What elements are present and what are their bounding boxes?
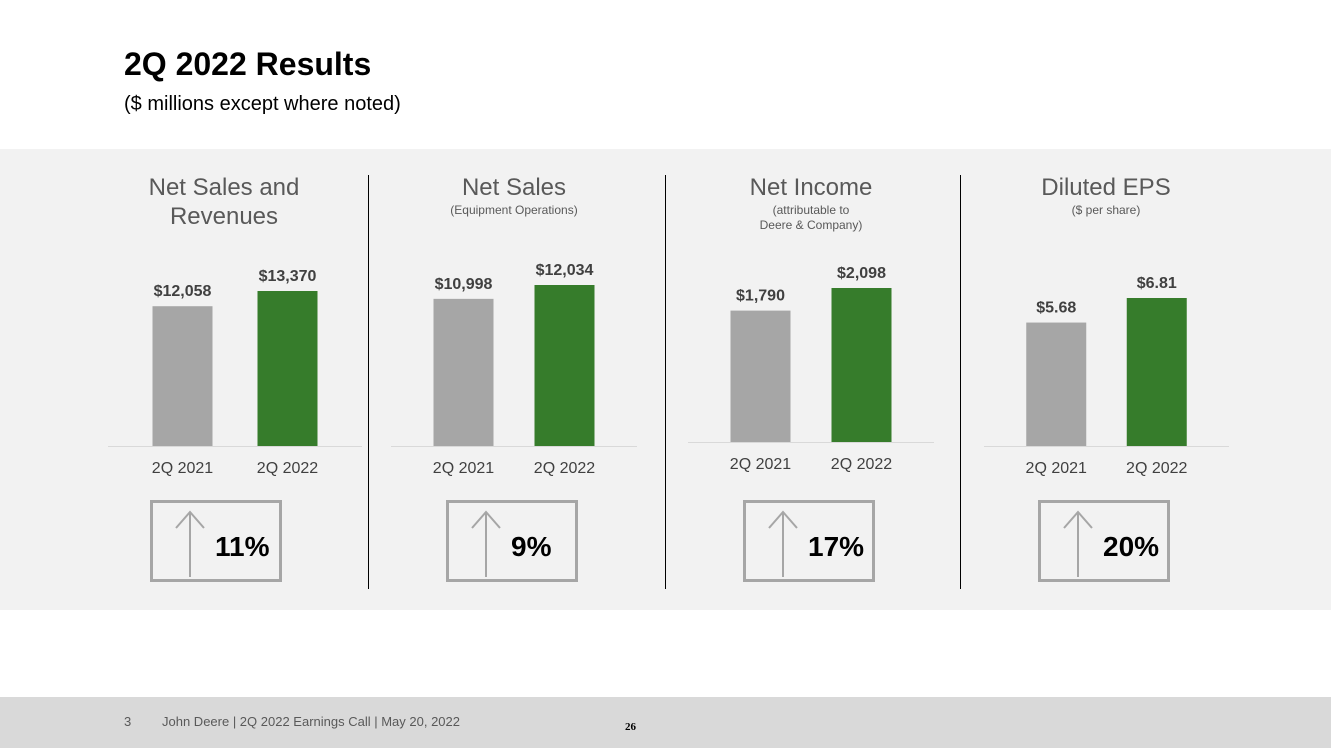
data-label: $2,098	[837, 265, 886, 282]
data-label: $10,998	[435, 276, 493, 293]
panel-divider	[960, 175, 961, 589]
panel-net-sales-equipment: Net Sales (Equipment Operations) $10,998…	[364, 149, 664, 610]
panel-subtitle: ($ per share)	[956, 203, 1256, 218]
bar-1	[534, 285, 595, 446]
panel-title-line: Diluted EPS	[1041, 174, 1171, 201]
bar-0	[433, 298, 494, 446]
data-label: $12,058	[154, 283, 212, 300]
panel-divider	[368, 175, 369, 589]
panel-subtitle: (attributable to Deere & Company)	[661, 203, 961, 233]
panel-title-line: Revenues	[169, 203, 279, 230]
category-label: 2Q 2021	[433, 460, 494, 477]
category-label: 2Q 2021	[1026, 460, 1087, 477]
panel-title-line: Net Income	[749, 174, 873, 201]
data-label: $13,370	[259, 268, 317, 285]
panel-subtitle-line: Deere & Company)	[759, 218, 863, 232]
panel-title-line: Net Sales	[461, 174, 567, 201]
data-label: $1,790	[736, 288, 785, 305]
panel-subtitle-line: (Equipment Operations)	[450, 203, 578, 217]
bar-chart: $5.68 2Q 2021 $6.81 2Q 2022	[984, 275, 1229, 477]
change-percent: 20%	[1103, 531, 1160, 562]
data-label: $6.81	[1137, 275, 1177, 292]
category-label: 2Q 2021	[730, 456, 791, 473]
footer-text: John Deere | 2Q 2022 Earnings Call | May…	[162, 714, 460, 729]
change-box: 17%	[743, 500, 875, 582]
footer-bar: 3 John Deere | 2Q 2022 Earnings Call | M…	[0, 697, 1331, 748]
bar-0	[1026, 322, 1087, 446]
bar-1	[831, 288, 892, 442]
panel-net-income: Net Income (attributable to Deere & Comp…	[661, 149, 961, 610]
change-percent: 17%	[808, 531, 865, 562]
bar-chart: $12,058 2Q 2021 $13,370 2Q 2022	[108, 268, 362, 477]
bar-1	[1126, 298, 1187, 446]
bar-0	[152, 306, 213, 446]
change-box: 20%	[1038, 500, 1170, 582]
results-band: Net Sales and Revenues $12,058 2Q 2021 $13…	[0, 149, 1331, 610]
change-percent: 9%	[511, 531, 552, 562]
panel-title: Net Sales and Revenues	[74, 173, 374, 231]
panel-divider	[665, 175, 666, 589]
category-label: 2Q 2022	[534, 460, 595, 477]
panel-diluted-eps: Diluted EPS ($ per share) $5.68 2Q 2021 $6…	[956, 149, 1256, 610]
panel-subtitle: (Equipment Operations)	[364, 203, 664, 218]
page-number: 26	[625, 721, 636, 733]
bar-chart: $1,790 2Q 2021 $2,098 2Q 2022	[688, 265, 934, 473]
slide-subtitle: ($ millions except where noted)	[124, 93, 401, 115]
panel-title: Net Income	[661, 173, 961, 202]
slide-title: 2Q 2022 Results	[124, 46, 372, 82]
data-label: $12,034	[536, 262, 594, 279]
slide-number: 3	[124, 714, 132, 729]
arrow-up-icon	[768, 510, 798, 577]
panel-title-line: Net Sales and	[148, 174, 300, 201]
change-box: 9%	[446, 500, 578, 582]
category-label: 2Q 2022	[831, 456, 892, 473]
category-label: 2Q 2022	[1126, 460, 1187, 477]
panel-subtitle-line: (attributable to	[772, 203, 850, 217]
panel-subtitle-line: ($ per share)	[1071, 203, 1141, 217]
bar-0	[730, 310, 791, 442]
arrow-up-icon	[175, 510, 205, 577]
panel-title: Diluted EPS	[956, 173, 1256, 202]
panel-net-sales-revenues: Net Sales and Revenues $12,058 2Q 2021 $13…	[74, 149, 374, 610]
arrow-up-icon	[471, 510, 501, 577]
bar-chart: $10,998 2Q 2021 $12,034 2Q 2022	[391, 262, 637, 477]
arrow-up-icon	[1063, 510, 1093, 577]
data-label: $5.68	[1036, 300, 1076, 317]
panel-title: Net Sales	[364, 173, 664, 202]
bar-1	[257, 291, 318, 446]
category-label: 2Q 2022	[257, 460, 318, 477]
change-percent: 11%	[215, 531, 270, 562]
category-label: 2Q 2021	[152, 460, 213, 477]
change-box: 11%	[150, 500, 282, 582]
